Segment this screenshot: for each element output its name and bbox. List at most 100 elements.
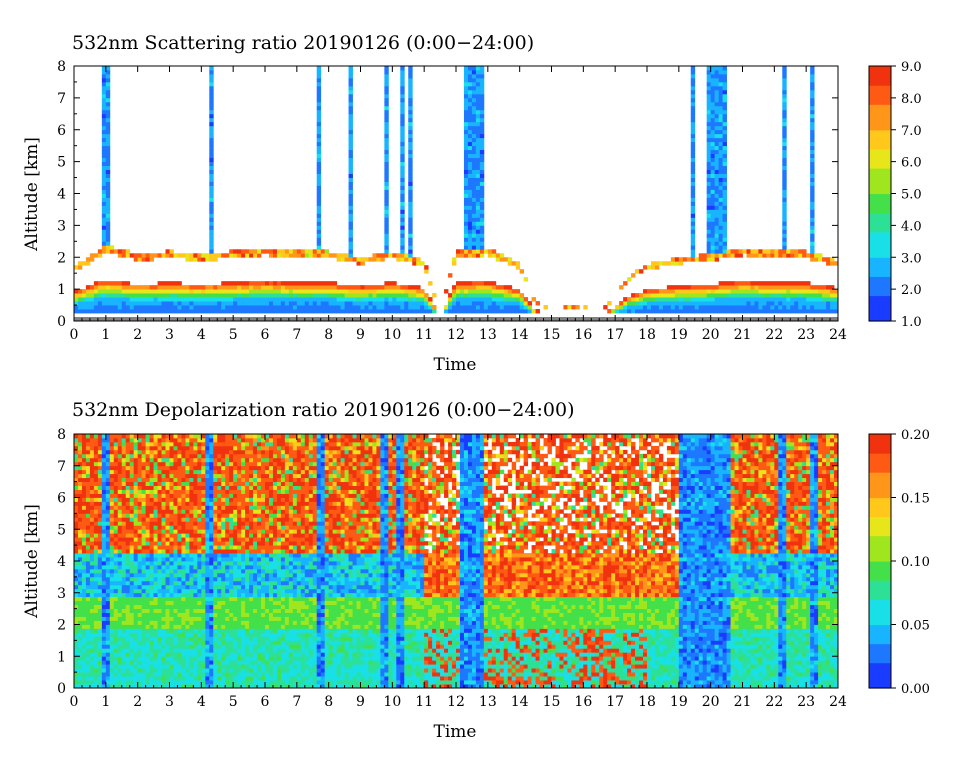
- scattering-cell: [710, 257, 716, 262]
- scattering-cell: [101, 81, 107, 87]
- depolarization-cell: [169, 584, 174, 590]
- scattering-cell: [710, 105, 716, 111]
- depolarization-cell: [145, 568, 151, 574]
- scattering-cell: [527, 305, 533, 310]
- scattering-cell: [706, 245, 712, 250]
- depolarization-cell: [145, 437, 151, 443]
- scattering-cell: [479, 253, 485, 258]
- scattering-cell: [265, 317, 270, 322]
- scattering-cell: [316, 249, 322, 254]
- depolarization-cell: [74, 648, 79, 653]
- scattering-cell: [137, 305, 143, 310]
- depolarization-cell: [125, 624, 131, 629]
- depolarization-cell: [153, 596, 158, 602]
- scattering-cell: [233, 289, 238, 294]
- depolarization-cell: [97, 572, 103, 578]
- depolarization-cell: [93, 568, 99, 574]
- scattering-cell: [778, 249, 783, 254]
- scattering-cell: [507, 317, 513, 322]
- scattering-cell: [563, 305, 568, 310]
- scattering-cell: [714, 209, 720, 214]
- depolarization-cell: [193, 652, 198, 657]
- depolarization-cell: [165, 513, 170, 518]
- depolarization-cell: [101, 525, 107, 530]
- depolarization-cell: [125, 497, 131, 502]
- depolarization-cell: [133, 624, 139, 629]
- scattering-cell: [790, 281, 795, 286]
- depolarization-cell: [117, 632, 123, 637]
- scattering-cell: [272, 249, 278, 254]
- depolarization-cell: [185, 628, 190, 633]
- scattering-cell: [710, 117, 716, 123]
- depolarization-cell: [153, 489, 158, 494]
- scattering-cell: [491, 305, 497, 310]
- depolarization-cell: [85, 473, 91, 479]
- scattering-cell: [316, 285, 322, 290]
- depolarization-cell: [121, 608, 127, 613]
- scattering-cell: [193, 289, 198, 294]
- depolarization-cell: [113, 668, 119, 673]
- scattering-cell: [408, 117, 413, 123]
- scattering-cell: [284, 297, 290, 302]
- scattering-cell: [408, 129, 413, 135]
- depolarization-cell: [137, 656, 143, 661]
- scattering-cell: [185, 297, 190, 302]
- scattering-cell: [706, 213, 712, 218]
- scattering-cell: [97, 309, 103, 314]
- scattering-cell: [177, 253, 182, 258]
- scattering-cell: [766, 301, 771, 306]
- depolarization-cell: [173, 604, 178, 610]
- scattering-cell: [225, 293, 230, 298]
- scattering-cell: [145, 257, 151, 262]
- depolarization-cell: [177, 529, 182, 534]
- depolarization-cell: [165, 572, 170, 578]
- scattering-cell: [690, 237, 696, 242]
- depolarization-cell: [105, 648, 111, 653]
- scattering-cell: [253, 285, 258, 290]
- scattering-cell: [336, 317, 342, 322]
- depolarization-cell: [161, 449, 166, 455]
- scattering-cell: [471, 169, 477, 174]
- depolarization-cell: [93, 676, 99, 681]
- scattering-cell: [348, 185, 353, 190]
- scattering-cell: [209, 173, 214, 178]
- depolarization-cell: [74, 680, 79, 685]
- depolarization-cell: [165, 517, 170, 522]
- scattering-cell: [380, 309, 385, 314]
- scattering-cell: [722, 317, 727, 322]
- scattering-cell: [312, 317, 318, 322]
- depolarization-cell: [101, 664, 107, 669]
- depolarization-cell: [77, 640, 83, 645]
- scattering-cell: [105, 225, 111, 230]
- depolarization-cell: [77, 568, 83, 574]
- scattering-cell: [133, 253, 139, 258]
- scattering-cell: [348, 293, 353, 298]
- depolarization-cell: [177, 568, 182, 574]
- scattering-cell: [710, 201, 716, 206]
- scattering-cell: [261, 281, 266, 286]
- scattering-cell: [479, 281, 485, 286]
- scattering-cell: [177, 305, 182, 310]
- depolarization-cell: [197, 628, 202, 633]
- depolarization-cell: [185, 465, 190, 471]
- scattering-cell: [105, 133, 111, 139]
- scattering-cell: [376, 305, 381, 310]
- scattering-cell: [101, 229, 107, 234]
- scattering-cell: [810, 105, 815, 111]
- scattering-cell: [165, 249, 170, 254]
- depolarization-cell: [125, 584, 131, 590]
- scattering-cell: [762, 289, 767, 294]
- scattering-cell: [467, 253, 473, 258]
- scattering-cell: [276, 317, 282, 322]
- depolarization-cell: [197, 537, 202, 542]
- scattering-cell: [650, 265, 656, 270]
- x-tick-label: 11: [415, 327, 433, 343]
- depolarization-cell: [181, 473, 186, 479]
- depolarization-cell: [117, 561, 123, 566]
- scattering-cell: [463, 97, 469, 103]
- depolarization-cell: [165, 485, 170, 490]
- depolarization-cell: [113, 636, 119, 641]
- scattering-cell: [782, 181, 787, 186]
- colorbar-swatch: [869, 91, 891, 99]
- scattering-cell: [400, 101, 405, 107]
